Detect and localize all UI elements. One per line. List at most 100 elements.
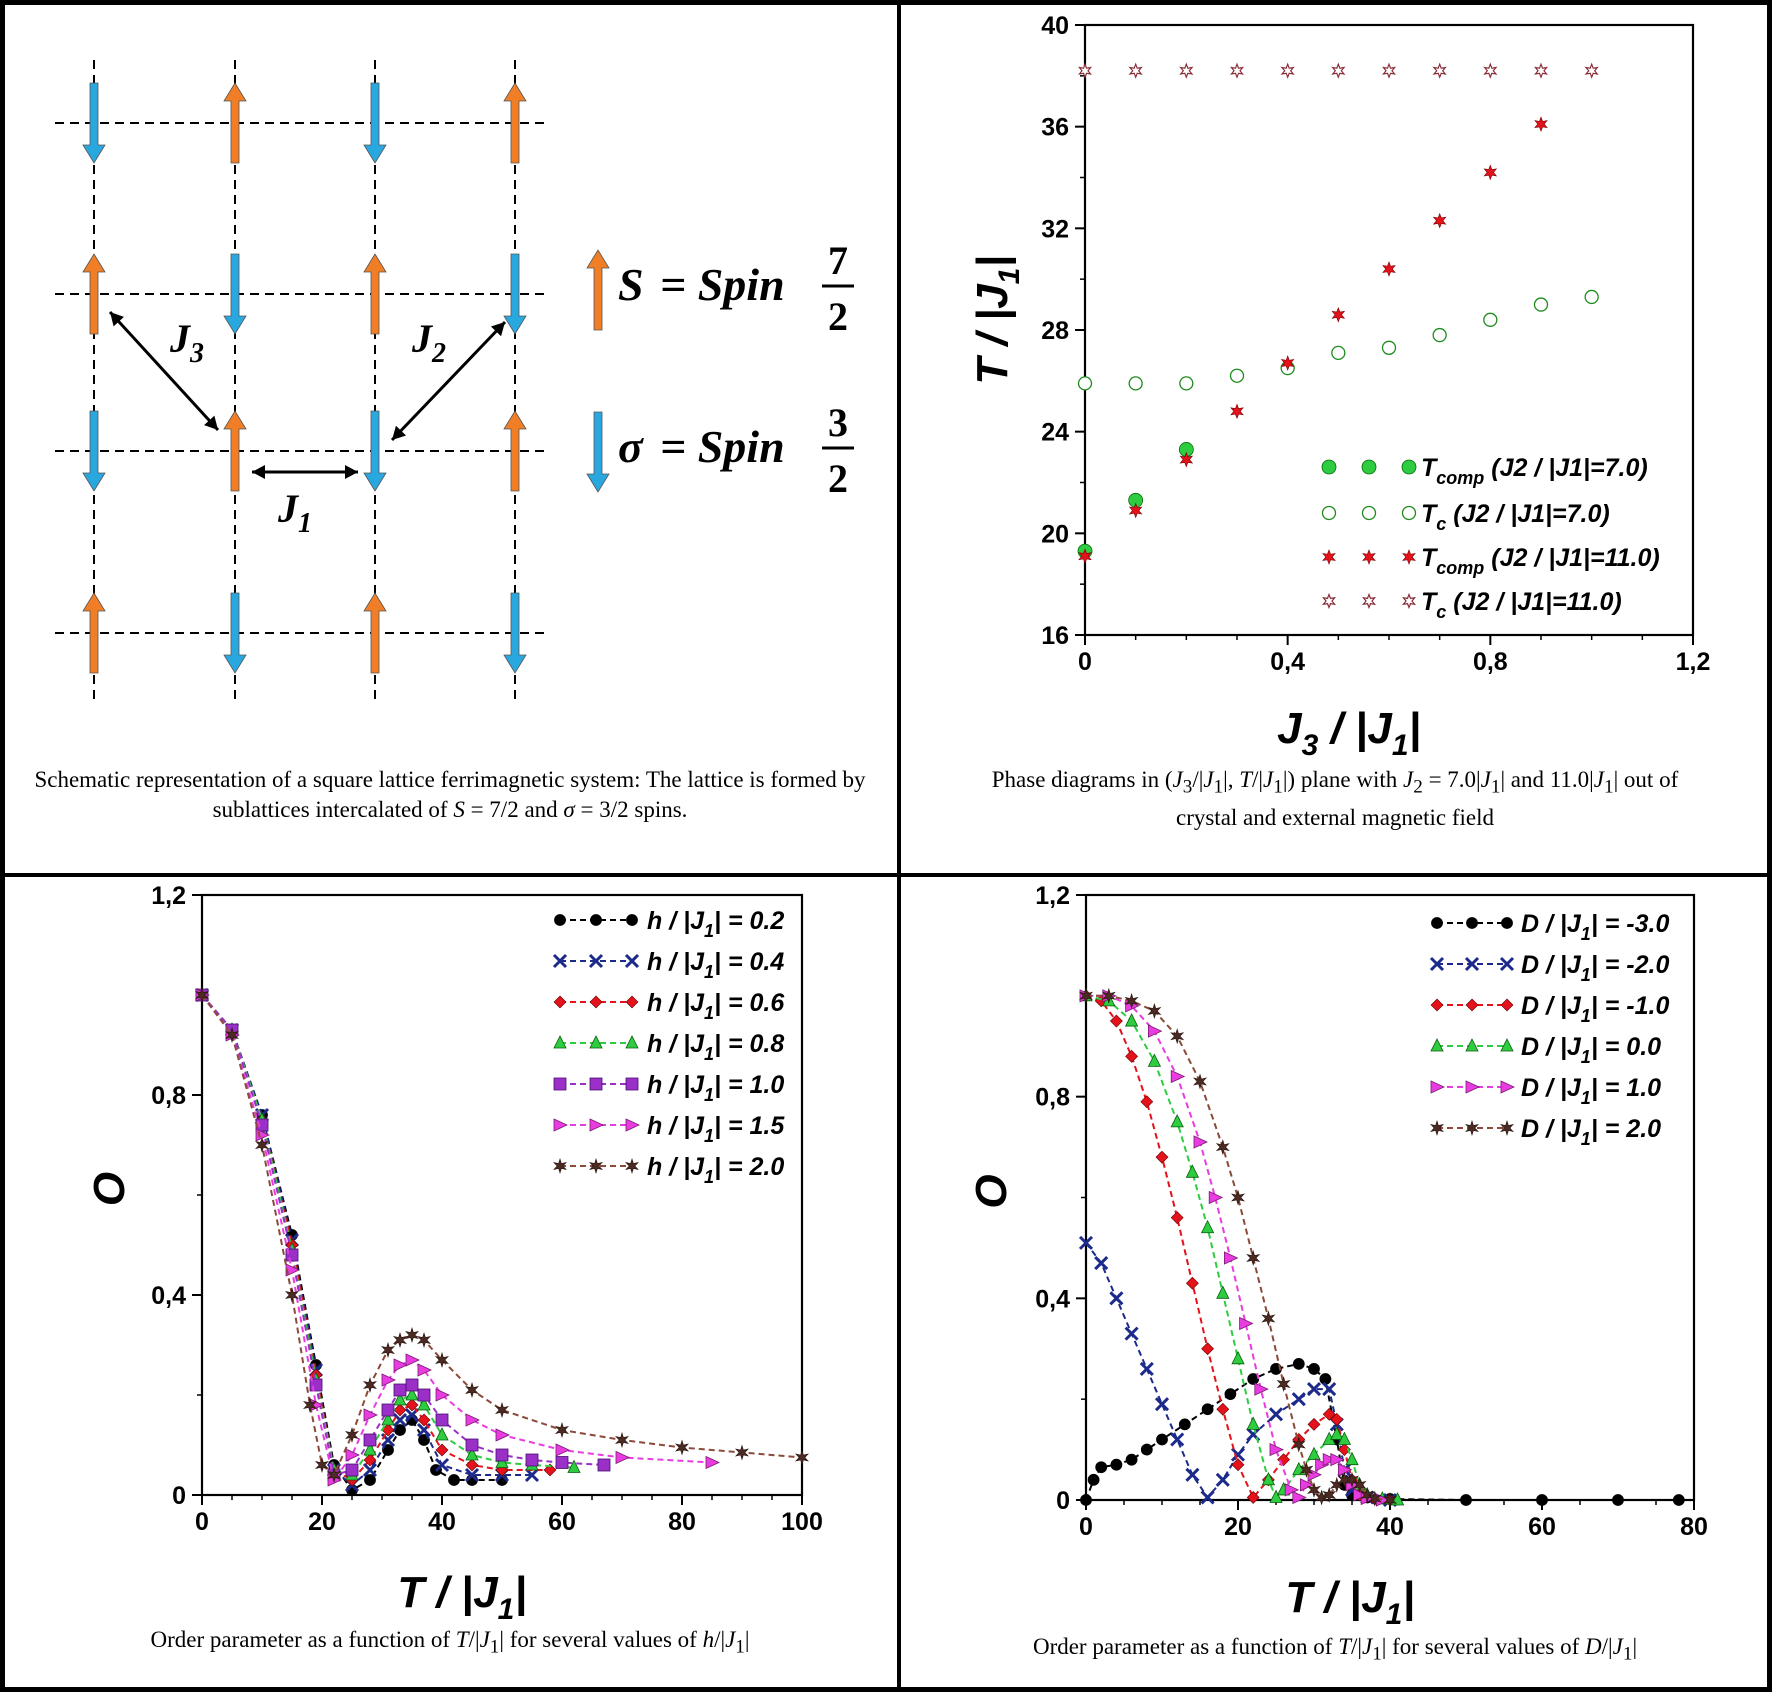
data-point [1483, 62, 1498, 79]
legend-marker [589, 995, 603, 1009]
legend-entry: D / |J1| = -1.0 [1430, 992, 1669, 1026]
data-point [1239, 1316, 1254, 1331]
legend-marker [553, 995, 567, 1009]
coupling-J2-arrow [390, 320, 507, 442]
horizontal-divider [0, 873, 1772, 877]
legend-label: Tcomp (J2 / |J1|=7.0) [1421, 454, 1648, 488]
data-point [1192, 1073, 1208, 1090]
data-point [1367, 1490, 1382, 1507]
legend-marker [626, 914, 638, 926]
legend-marker [1465, 1038, 1479, 1052]
data-point [405, 1387, 419, 1401]
data-point [555, 1456, 569, 1469]
y-axis-title: O [85, 1172, 134, 1206]
data-point [1125, 1049, 1139, 1063]
data-point [194, 986, 210, 1004]
spin-sigma-site [223, 592, 247, 674]
legend-marker [1361, 505, 1377, 521]
data-point [1533, 62, 1549, 79]
data-point [435, 1413, 449, 1427]
legend-entry: h / |J1| = 0.4 [552, 948, 784, 982]
spin-down-icon [223, 592, 247, 674]
arrowhead-icon [252, 465, 265, 479]
series-line [201, 994, 532, 1487]
data-point [1170, 1211, 1184, 1225]
spin-S-site [363, 592, 387, 674]
legend-marker [1499, 956, 1515, 972]
spin-S-site [82, 253, 106, 335]
spin-down-icon [82, 82, 106, 164]
data-point [255, 1118, 269, 1132]
y-tick-label: 1,2 [1035, 882, 1070, 910]
y-tick-label: 0,4 [151, 1282, 186, 1310]
data-point [1094, 1255, 1109, 1271]
legend-symbol: σ [618, 421, 644, 472]
data-point [465, 1438, 479, 1452]
data-point [364, 1474, 376, 1486]
data-point [1276, 1375, 1291, 1393]
y-tick-label: 0,4 [1035, 1285, 1070, 1313]
data-point [1147, 1053, 1162, 1067]
x-tick-label: 0 [1078, 648, 1092, 676]
series-line [201, 994, 713, 1483]
x-tick-label: 80 [668, 1508, 696, 1536]
data-point [393, 1383, 407, 1397]
arrowhead-icon [345, 465, 358, 479]
data-point [1269, 1489, 1283, 1503]
data-point [1128, 502, 1143, 519]
arrowhead-icon [392, 425, 407, 440]
data-point [1261, 1471, 1276, 1486]
data-point [254, 1136, 270, 1154]
data-point [1201, 1342, 1215, 1356]
data-point [224, 1026, 240, 1044]
legend-marker [1401, 592, 1417, 610]
data-point [1322, 1486, 1337, 1504]
J3-label: J3 [169, 316, 204, 369]
data-point [1140, 1443, 1153, 1456]
spin-up-icon [82, 253, 106, 335]
data-point [1140, 1095, 1154, 1109]
data-point [1331, 345, 1346, 361]
x-tick-label: 0 [195, 1508, 209, 1536]
data-point [362, 1376, 378, 1394]
legend-marker [1465, 1080, 1480, 1094]
legend-marker [1464, 956, 1480, 972]
legend-marker [1402, 549, 1416, 565]
data-point [1306, 1382, 1322, 1397]
J2-label: J2 [411, 316, 446, 369]
legend-entry: Tc (J2 / |J1|=7.0) [1321, 500, 1610, 534]
data-point [382, 1444, 394, 1456]
legend-label: h / |J1| = 0.2 [647, 907, 784, 941]
data-point [1200, 1490, 1215, 1505]
data-point [1216, 1285, 1230, 1299]
series-6 [194, 986, 810, 1484]
data-point [1139, 1361, 1154, 1376]
data-point [1077, 62, 1093, 79]
data-point [1483, 164, 1498, 181]
spin-sigma-site [363, 82, 387, 164]
legend-entry: h / |J1| = 2.0 [552, 1153, 784, 1187]
y-tick-label: 0,8 [1035, 1084, 1070, 1112]
data-point [1246, 1491, 1260, 1504]
data-point [302, 1396, 318, 1414]
spin-S-site [503, 82, 527, 164]
data-point [465, 1447, 479, 1461]
legend-marker [1321, 505, 1337, 521]
data-point [344, 1426, 360, 1444]
spin-down-icon [223, 253, 247, 335]
spin-up-icon [363, 253, 387, 335]
spin-sigma-site [82, 410, 106, 492]
legend-numerator: 3 [828, 400, 848, 445]
data-point [1584, 62, 1599, 79]
legend-label: D / |J1| = -3.0 [1521, 910, 1669, 944]
data-point [435, 1388, 450, 1402]
data-point [1078, 548, 1092, 565]
y-tick-label: 36 [1041, 114, 1069, 142]
x-tick-label: 1,2 [1676, 648, 1711, 676]
data-point [1229, 62, 1245, 79]
data-point [1155, 1150, 1169, 1164]
series-3 [1079, 987, 1405, 1506]
data-point [1292, 1357, 1305, 1370]
x-tick-label: 20 [308, 1508, 336, 1536]
data-point [1331, 62, 1346, 79]
